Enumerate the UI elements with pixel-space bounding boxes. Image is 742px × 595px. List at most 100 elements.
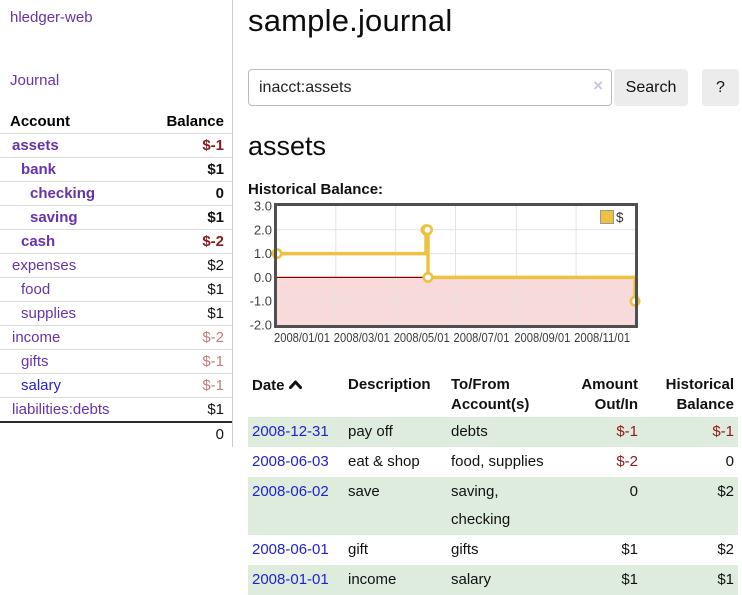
- accounts-table-header: Account Balance: [0, 110, 232, 134]
- transaction-description: income: [344, 565, 447, 595]
- transaction-description: gift: [348, 541, 369, 558]
- svg-text:2008/01/01: 2008/01/01: [274, 331, 330, 345]
- sidebar-item-journal[interactable]: Journal: [10, 72, 60, 89]
- sidebar: hledger-web Journal Account Balance asse…: [0, 0, 233, 447]
- account-link-expenses[interactable]: expenses: [12, 257, 77, 274]
- account-link-saving[interactable]: saving: [30, 209, 78, 226]
- chart-canvas: $ 3.0 2.0 1.0 0.0 -1.0 -2.0 2008/01/01 2…: [250, 199, 641, 345]
- app-title-link[interactable]: hledger-web: [10, 9, 93, 26]
- account-balance: $1: [144, 277, 232, 302]
- column-header-date[interactable]: Date: [248, 372, 344, 417]
- transaction-accounts: food, supplies: [451, 453, 544, 470]
- transaction-amount: 0: [562, 477, 642, 535]
- account-row: food $1: [0, 277, 232, 302]
- chart-title: Historical Balance:: [248, 181, 384, 198]
- transaction-amount: $-1: [562, 417, 642, 447]
- svg-text:-1.0: -1.0: [250, 294, 272, 309]
- svg-text:2008/03/01: 2008/03/01: [334, 331, 390, 345]
- transaction-description: save: [344, 477, 447, 535]
- account-link-bank[interactable]: bank: [21, 161, 57, 178]
- transaction-description: eat & shop: [348, 453, 420, 470]
- sort-ascending-icon: [288, 375, 302, 395]
- transaction-accounts: gifts: [451, 541, 479, 558]
- svg-text:1.0: 1.0: [254, 246, 272, 261]
- transaction-accounts: saving, checking: [447, 477, 562, 535]
- transaction-accounts: debts: [447, 417, 562, 447]
- transaction-balance: $1: [642, 565, 738, 595]
- transaction-balance: $2: [717, 541, 734, 558]
- register-row: 2008-06-01 gift gifts $1 $2: [248, 535, 738, 565]
- account-row: income $-2: [0, 325, 232, 350]
- transaction-accounts: salary: [447, 565, 562, 595]
- account-balance: $-1: [144, 373, 232, 398]
- account-row: expenses $2: [0, 253, 232, 278]
- register-row: 2008-06-03 eat & shop food, supplies $-2…: [248, 447, 738, 477]
- page-title: sample.journal: [248, 3, 453, 38]
- column-header-description: Description: [348, 376, 431, 393]
- column-header-accounts: To/From Account(s): [451, 376, 530, 413]
- account-row: checking 0: [0, 181, 232, 206]
- transaction-balance: $2: [642, 477, 738, 535]
- account-balance: $1: [144, 397, 232, 422]
- transaction-date-link[interactable]: 2008-06-03: [252, 453, 329, 470]
- account-link-salary[interactable]: salary: [21, 377, 62, 394]
- search-button[interactable]: Search: [614, 69, 688, 106]
- transaction-amount: $-2: [616, 453, 638, 470]
- account-balance: $-1: [144, 133, 232, 158]
- account-balance: $-1: [144, 349, 232, 374]
- account-balance: $1: [144, 157, 232, 182]
- account-link-checking[interactable]: checking: [30, 185, 96, 202]
- account-link-supplies[interactable]: supplies: [21, 305, 77, 322]
- account-link-assets[interactable]: assets: [12, 137, 59, 154]
- register-row: 2008-06-02 save saving, checking 0 $2: [248, 477, 738, 535]
- legend-swatch: [600, 210, 614, 224]
- account-row: bank $1: [0, 157, 232, 182]
- account-balance: $-2: [144, 325, 232, 350]
- account-link-food[interactable]: food: [21, 281, 51, 298]
- register-header-row: Date Description To/From Account(s) Amou…: [248, 372, 738, 417]
- account-heading: assets: [248, 131, 327, 161]
- account-link-liabilities-debts[interactable]: liabilities:debts: [12, 401, 110, 418]
- column-header-amount: Amount Out/In: [581, 376, 638, 413]
- clear-search-icon[interactable]: ×: [593, 76, 603, 95]
- accounts-table: Account Balance assets $-1 bank $1 check…: [0, 110, 232, 446]
- account-balance: $1: [144, 301, 232, 326]
- account-balance: $1: [144, 205, 232, 230]
- account-balance: $-2: [144, 229, 232, 254]
- legend-label: $: [616, 210, 624, 225]
- account-link-gifts[interactable]: gifts: [21, 353, 49, 370]
- help-button[interactable]: ?: [702, 69, 739, 106]
- account-link-cash[interactable]: cash: [21, 233, 56, 250]
- historical-balance-chart: $ 3.0 2.0 1.0 0.0 -1.0 -2.0 2008/01/01 2…: [248, 199, 742, 355]
- accounts-total-row: 0: [0, 421, 232, 446]
- search-bar: × Search ?: [248, 69, 742, 106]
- transaction-amount: $1: [562, 565, 642, 595]
- x-axis-labels: 2008/01/01 2008/03/01 2008/05/01 2008/07…: [274, 331, 630, 345]
- account-row: cash $-2: [0, 229, 232, 254]
- svg-text:2008/07/01: 2008/07/01: [454, 331, 510, 345]
- register-row: 2008-12-31 pay off debts $-1 $-1: [248, 417, 738, 447]
- search-input[interactable]: [248, 69, 612, 106]
- register-row: 2008-01-01 income salary $1 $1: [248, 565, 738, 595]
- transaction-date-link[interactable]: 2008-12-31: [252, 423, 329, 440]
- transaction-date-link[interactable]: 2008-06-01: [252, 541, 329, 558]
- plot-border: [274, 203, 638, 328]
- svg-text:2.0: 2.0: [254, 222, 272, 237]
- transaction-balance: 0: [725, 453, 734, 470]
- account-balance: 0: [144, 181, 232, 206]
- account-link-income[interactable]: income: [12, 329, 61, 346]
- account-row: liabilities:debts $1: [0, 397, 232, 422]
- accounts-total-balance: 0: [144, 421, 232, 446]
- svg-text:2008/11/01: 2008/11/01: [574, 331, 630, 345]
- transaction-date-link[interactable]: 2008-01-01: [252, 571, 329, 588]
- svg-text:-2.0: -2.0: [250, 318, 272, 333]
- chart-legend: $: [596, 208, 630, 226]
- transaction-description: pay off: [344, 417, 447, 447]
- y-axis-labels: 3.0 2.0 1.0 0.0 -1.0 -2.0: [250, 199, 272, 333]
- main-content: sample.journal × Search ? assets Histori…: [233, 0, 742, 595]
- transaction-amount: $1: [621, 541, 638, 558]
- transaction-date-link[interactable]: 2008-06-02: [252, 483, 329, 500]
- svg-text:0.0: 0.0: [254, 270, 272, 285]
- account-row: salary $-1: [0, 373, 232, 398]
- accounts-header-account: Account: [10, 113, 70, 130]
